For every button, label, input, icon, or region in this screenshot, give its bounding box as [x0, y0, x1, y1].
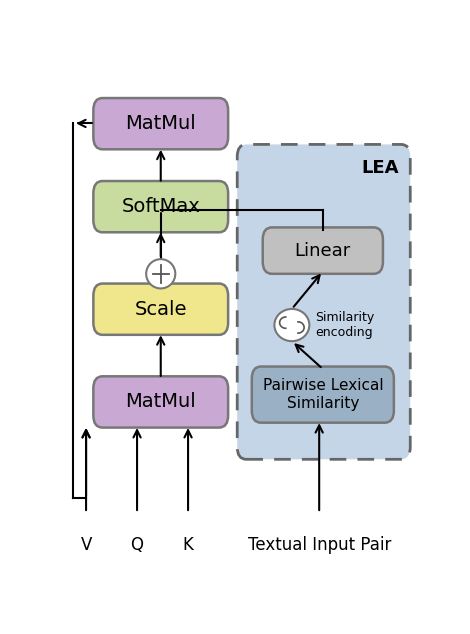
FancyBboxPatch shape — [263, 228, 383, 274]
Text: MatMul: MatMul — [125, 392, 196, 411]
Text: Textual Input Pair: Textual Input Pair — [248, 536, 391, 553]
Text: K: K — [183, 536, 194, 553]
FancyBboxPatch shape — [94, 98, 228, 150]
Text: V: V — [80, 536, 92, 553]
Text: Similarity
encoding: Similarity encoding — [315, 311, 375, 339]
Text: SoftMax: SoftMax — [121, 197, 200, 216]
Text: Linear: Linear — [295, 242, 351, 259]
Text: MatMul: MatMul — [125, 114, 196, 133]
Ellipse shape — [146, 259, 175, 288]
FancyBboxPatch shape — [237, 145, 410, 459]
FancyBboxPatch shape — [94, 283, 228, 335]
Ellipse shape — [274, 309, 309, 341]
FancyBboxPatch shape — [94, 377, 228, 427]
Text: LEA: LEA — [362, 159, 400, 177]
FancyBboxPatch shape — [94, 181, 228, 232]
Text: Q: Q — [131, 536, 143, 553]
Text: Scale: Scale — [134, 300, 187, 319]
FancyBboxPatch shape — [252, 366, 394, 423]
Text: Pairwise Lexical
Similarity: Pairwise Lexical Similarity — [263, 378, 383, 411]
